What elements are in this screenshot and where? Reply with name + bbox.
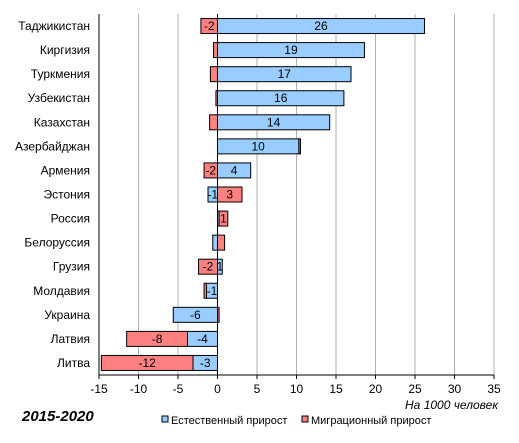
data-label: -4 bbox=[197, 332, 208, 346]
category-label: Литва bbox=[57, 356, 90, 370]
legend-swatch bbox=[161, 415, 169, 423]
category-label: Узбекистан bbox=[28, 91, 90, 105]
category-labels: Таджикистан Киргизия Туркмения Узбекистан Ка… bbox=[15, 19, 90, 370]
category-label: Армения bbox=[41, 163, 90, 177]
legend: Естественный прирост Миграционный прирост bbox=[161, 415, 431, 427]
data-label: 19 bbox=[284, 43, 298, 57]
data-label: 26 bbox=[314, 19, 328, 33]
unit-label: На 1000 человек bbox=[405, 398, 499, 412]
bar-migration bbox=[298, 138, 301, 155]
axes bbox=[98, 14, 495, 379]
tick-label: 30 bbox=[448, 382, 462, 396]
data-label: -8 bbox=[152, 332, 163, 346]
data-label: -6 bbox=[190, 308, 201, 322]
data-label: 16 bbox=[274, 91, 288, 105]
tick-label: 35 bbox=[487, 382, 501, 396]
tick-label: 10 bbox=[290, 382, 304, 396]
tick-label: 0 bbox=[214, 382, 221, 396]
data-label: -1 bbox=[207, 284, 218, 298]
category-label: Молдавия bbox=[33, 284, 90, 298]
category-label: Белоруссия bbox=[24, 236, 90, 250]
period-label: 2015-2020 bbox=[21, 408, 94, 425]
data-label: -2 bbox=[205, 163, 216, 177]
bar-migration bbox=[100, 354, 194, 371]
data-label: 4 bbox=[231, 163, 238, 177]
legend-label: Естественный прирост bbox=[171, 415, 287, 427]
legend-label: Миграционный прирост bbox=[311, 415, 431, 427]
category-label: Украина bbox=[44, 308, 90, 322]
bar-migration bbox=[218, 210, 229, 227]
data-label: -1 bbox=[207, 188, 218, 202]
category-label: Грузия bbox=[53, 260, 90, 274]
data-label: 1 bbox=[217, 260, 224, 274]
tick-label: -15 bbox=[90, 382, 108, 396]
legend-swatch bbox=[301, 415, 309, 423]
category-label: Казахстан bbox=[34, 115, 90, 129]
bar-migration bbox=[217, 234, 226, 251]
tick-labels: -15 -10 -5 0 5 10 15 20 25 30 35 bbox=[90, 382, 501, 396]
tick-label: 5 bbox=[254, 382, 261, 396]
category-label: Туркмения bbox=[31, 67, 90, 81]
bar-migration bbox=[126, 330, 188, 347]
data-label: -2 bbox=[204, 19, 215, 33]
bar-migration bbox=[213, 42, 219, 59]
data-label: 3 bbox=[226, 188, 233, 202]
category-label: Киргизия bbox=[40, 43, 90, 57]
data-label: -12 bbox=[139, 356, 157, 370]
data-label: -2 bbox=[203, 260, 214, 274]
category-label: Эстония bbox=[44, 188, 91, 202]
tick-label: 15 bbox=[329, 382, 343, 396]
data-label: 1 bbox=[220, 212, 227, 226]
category-label: Латвия bbox=[51, 332, 90, 346]
data-label: 17 bbox=[278, 67, 292, 81]
category-label: Таджикистан bbox=[18, 19, 90, 33]
data-label: 10 bbox=[252, 139, 266, 153]
category-label: Азербайджан bbox=[15, 139, 90, 153]
bar-migration bbox=[209, 66, 218, 83]
tick-label: 20 bbox=[369, 382, 383, 396]
bar-natural bbox=[212, 234, 218, 251]
data-label: 14 bbox=[267, 115, 281, 129]
bar-migration bbox=[203, 282, 207, 299]
tick-label: -10 bbox=[130, 382, 148, 396]
data-label: -3 bbox=[200, 356, 211, 370]
tick-label: 25 bbox=[408, 382, 422, 396]
bar-migration bbox=[209, 114, 219, 131]
category-label: Россия bbox=[51, 212, 90, 226]
tick-label: -5 bbox=[173, 382, 184, 396]
